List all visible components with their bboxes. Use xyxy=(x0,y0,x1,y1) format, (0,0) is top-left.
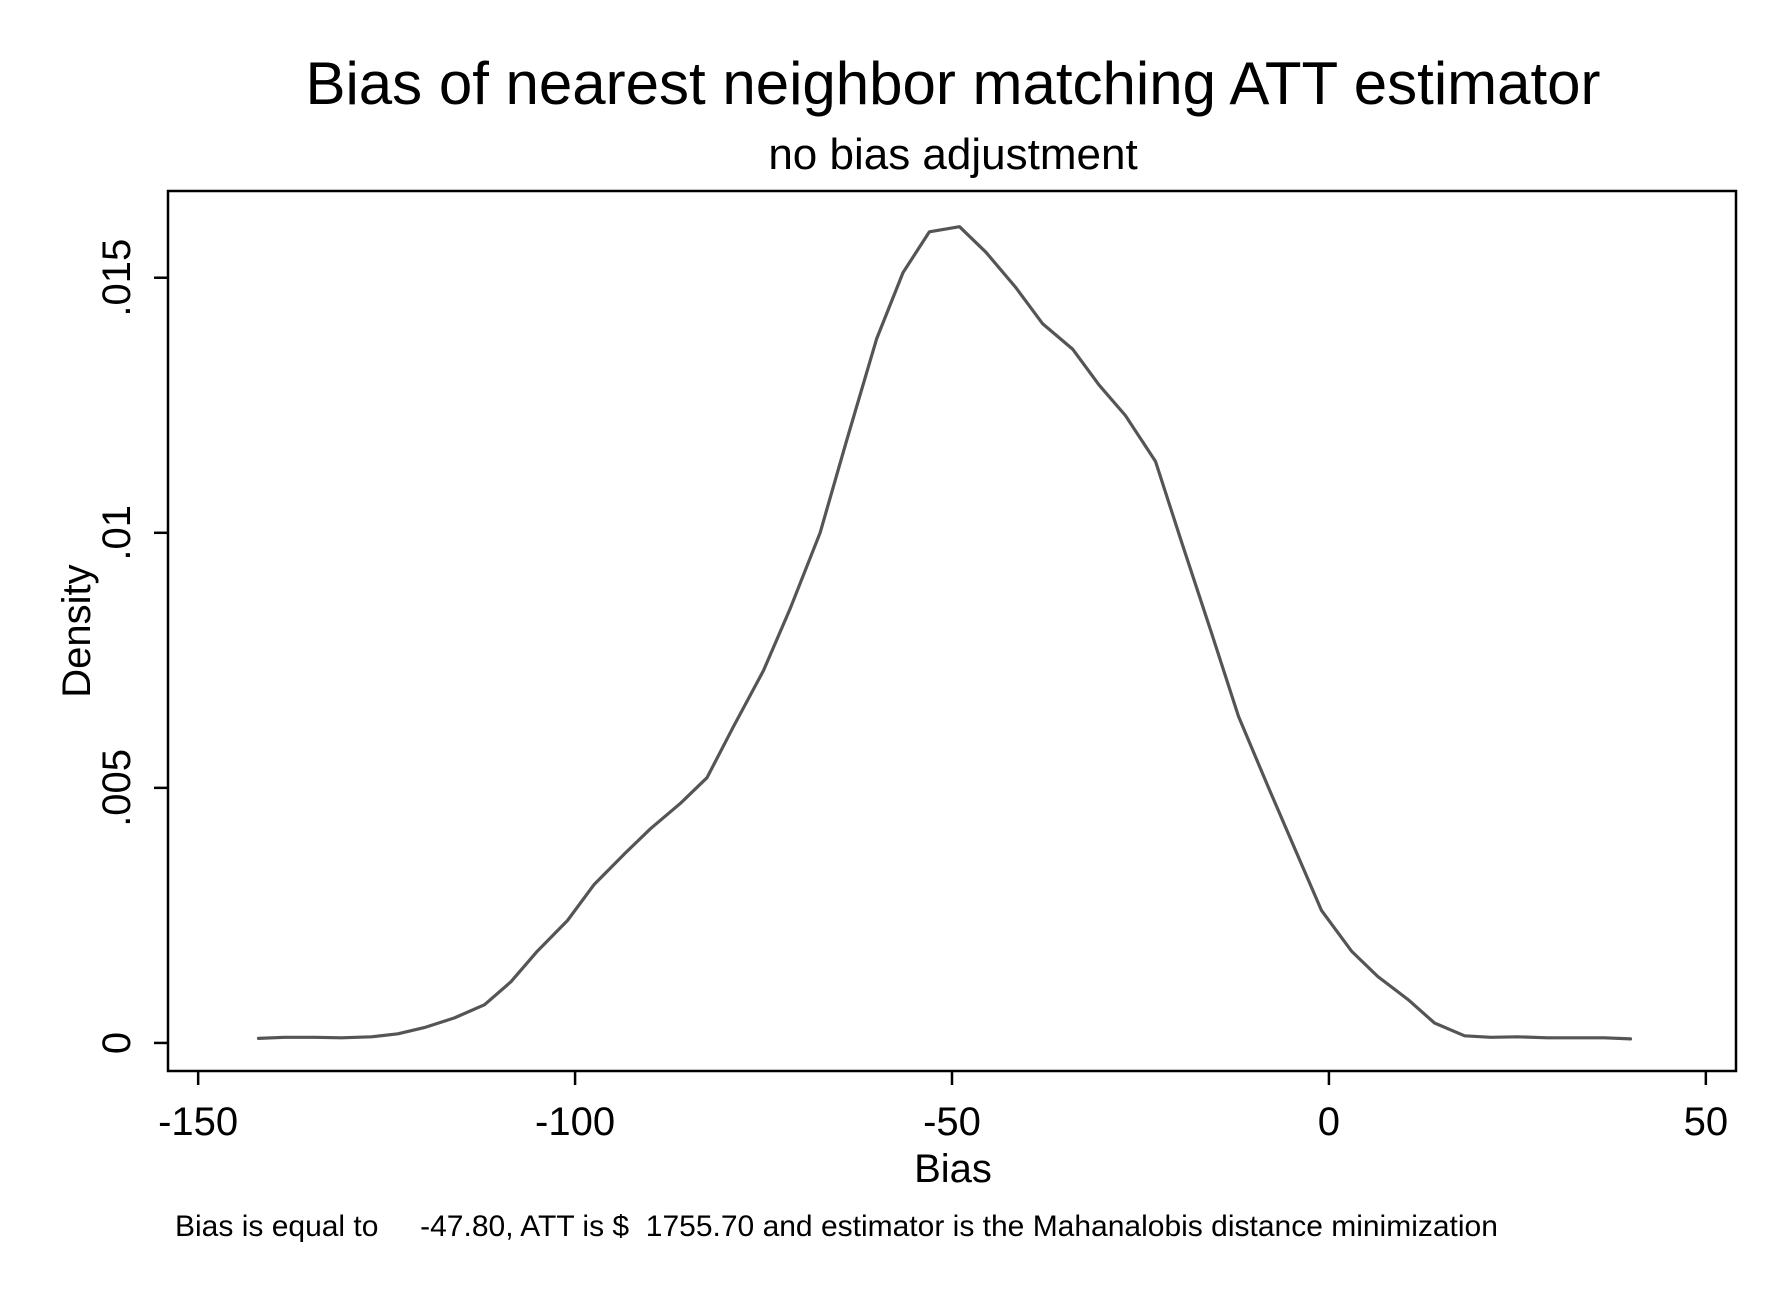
y-axis-title: Density xyxy=(55,564,99,697)
x-axis: -150 -100 -50 0 50 xyxy=(158,1071,1728,1144)
plot-frame xyxy=(166,189,1738,1073)
x-tick-label: -100 xyxy=(535,1100,615,1144)
x-tick-label: 0 xyxy=(1318,1100,1340,1144)
chart-note: Bias is equal to -47.80, ATT is $ 1755.7… xyxy=(175,1210,1498,1243)
y-tick-label: .015 xyxy=(95,239,139,317)
y-axis: 0 .005 .01 .015 xyxy=(95,239,168,1054)
x-tick-label: -50 xyxy=(923,1100,981,1144)
y-tick-label: 0 xyxy=(95,1032,139,1054)
y-tick-label: .005 xyxy=(95,749,139,827)
x-axis-title: Bias xyxy=(914,1147,992,1191)
chart-title: Bias of nearest neighbor matching ATT es… xyxy=(305,50,1600,117)
density-line xyxy=(256,225,1633,1041)
y-tick-label: .01 xyxy=(95,505,139,561)
x-tick-label: 50 xyxy=(1684,1100,1729,1144)
x-tick-label: -150 xyxy=(158,1100,238,1144)
chart-subtitle: no bias adjustment xyxy=(768,130,1137,179)
